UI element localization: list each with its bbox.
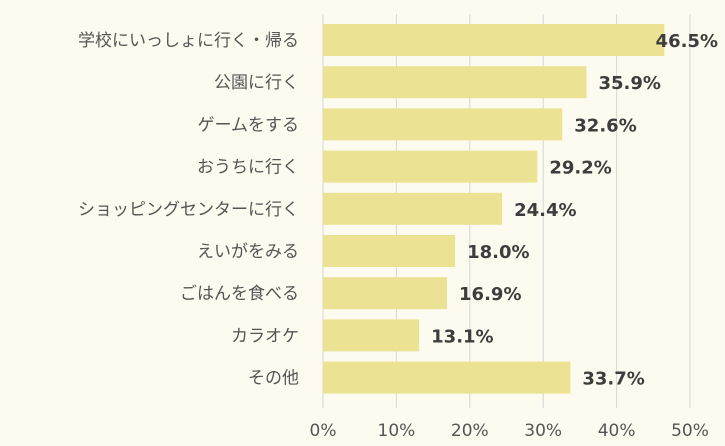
category-label: カラオケ <box>231 326 299 346</box>
category-labels: 学校にいっしょに行く・帰る公園に行くゲームをするおうちに行くショッピングセンター… <box>78 31 299 389</box>
category-label: ゲームをする <box>198 115 300 135</box>
value-label: 24.4% <box>514 200 576 221</box>
value-label: 33.7% <box>582 369 644 390</box>
value-label: 35.9% <box>599 73 661 94</box>
category-label: ショッピングセンターに行く <box>78 200 299 220</box>
bar <box>323 66 587 99</box>
x-tick-label: 10% <box>378 421 416 441</box>
category-label: 学校にいっしょに行く・帰る <box>78 31 299 51</box>
value-label: 32.6% <box>574 115 636 136</box>
bar <box>323 319 420 352</box>
value-label: 46.5% <box>656 31 718 52</box>
category-label: ごはんを食べる <box>180 284 299 304</box>
x-tick-label: 20% <box>451 421 489 441</box>
category-label: その他 <box>248 369 299 389</box>
bar <box>323 150 538 183</box>
bar <box>323 108 563 141</box>
value-label: 16.9% <box>459 284 521 305</box>
x-tick-label: 30% <box>524 421 562 441</box>
bars <box>323 24 665 394</box>
bar <box>323 235 456 267</box>
x-tick-label: 40% <box>598 421 636 441</box>
bar <box>323 361 571 394</box>
x-tick-label: 0% <box>310 421 337 441</box>
category-label: えいがをみる <box>197 242 299 262</box>
category-label: 公園に行く <box>214 73 299 93</box>
value-label: 18.0% <box>467 242 529 263</box>
bar <box>323 277 448 310</box>
category-label: おうちに行く <box>197 158 299 178</box>
value-label: 29.2% <box>549 158 611 179</box>
bar <box>323 192 503 225</box>
value-labels: 46.5% 35.9% 32.6% 29.2% 24.4% 18.0% 16.9% 13.1%… <box>431 31 718 390</box>
x-tick-label: 50% <box>671 421 709 441</box>
x-axis-tick-labels: 0% 10% 20% 30% 40% 50% <box>310 421 709 441</box>
value-label: 13.1% <box>431 326 493 347</box>
bar <box>323 24 665 56</box>
